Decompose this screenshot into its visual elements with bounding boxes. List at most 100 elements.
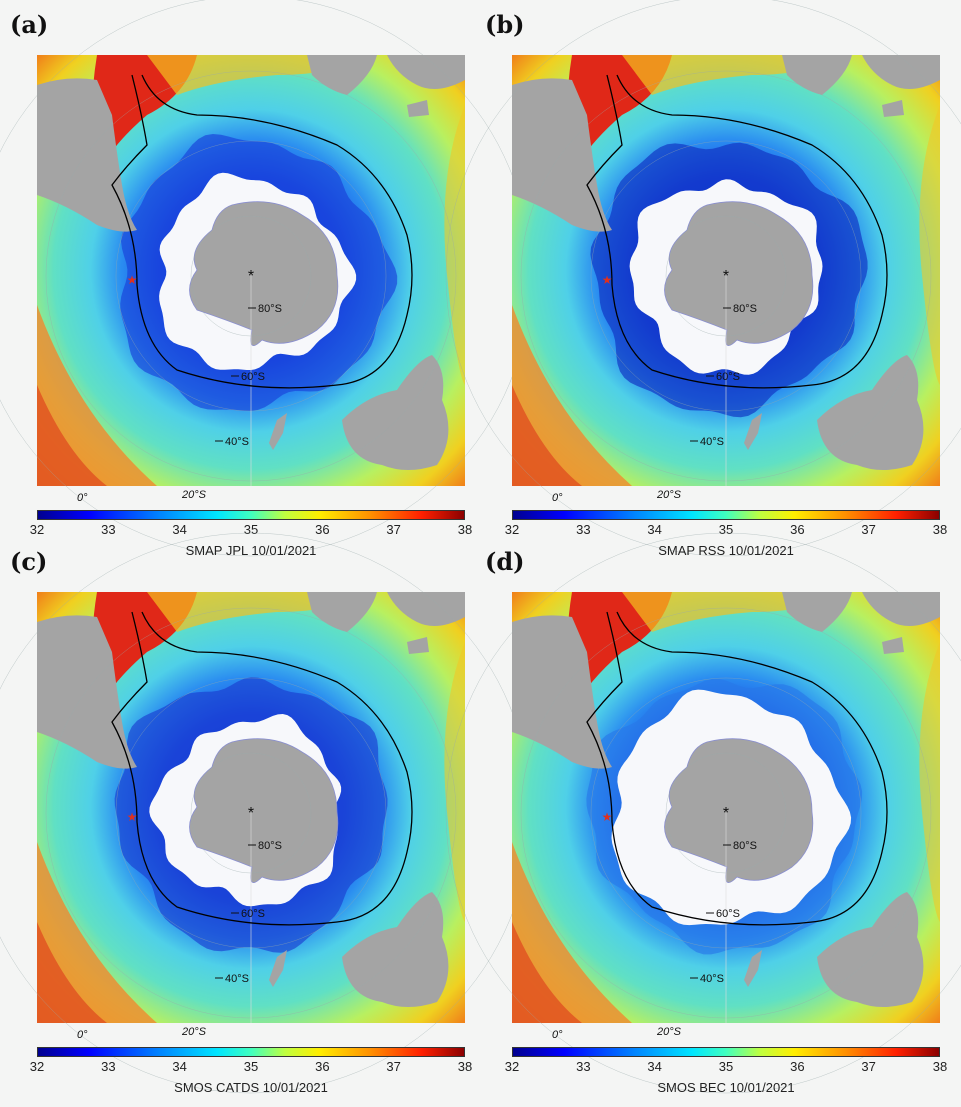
latitude-label: 60°S bbox=[241, 371, 265, 383]
map-panel-b: (b) ★ * 80°S 60°S 40°S 0° 20°S 32 33 34 35 36 37 38 … bbox=[445, 0, 961, 558]
australia-land bbox=[817, 892, 924, 1007]
latitude-label: 40°S bbox=[225, 973, 249, 985]
panel-letter: (c) bbox=[10, 547, 48, 576]
colorbar-tick: 37 bbox=[386, 1059, 401, 1074]
new-zealand-land bbox=[744, 950, 762, 987]
latitude-label: 40°S bbox=[700, 973, 724, 985]
colorbar-tick: 37 bbox=[386, 522, 401, 537]
land-top-right bbox=[387, 55, 465, 89]
africa-land bbox=[307, 55, 377, 95]
colorbar-tick: 32 bbox=[504, 1059, 520, 1074]
colorbar-tick: 36 bbox=[790, 1059, 805, 1074]
longitude-label: 0° bbox=[552, 492, 563, 504]
polar-front-line bbox=[111, 611, 413, 926]
colorbar-tick: 34 bbox=[647, 522, 662, 537]
salinity-map: ★ * 80°S 60°S 40°S 0° 20°S bbox=[445, 0, 961, 557]
colorbar-tick: 34 bbox=[647, 1059, 662, 1074]
australia-land bbox=[817, 355, 924, 470]
longitude-label: 0° bbox=[77, 1029, 88, 1041]
australia-land bbox=[342, 892, 449, 1007]
colorbar-tick: 33 bbox=[576, 1059, 591, 1074]
colorbar-tick: 37 bbox=[861, 1059, 876, 1074]
polar-map-svg: ★ * 80°S 60°S 40°S 0° 20°S bbox=[0, 532, 532, 1094]
graticule-circle bbox=[445, 532, 961, 1094]
salinity-map: ★ * 80°S 60°S 40°S 0° 20°S bbox=[445, 532, 961, 1094]
colorbar-tick: 34 bbox=[172, 1059, 187, 1074]
warm-band bbox=[444, 105, 465, 385]
colorbar-tick: 37 bbox=[861, 522, 876, 537]
colorbar-title: SMOS BEC 10/01/2021 bbox=[657, 1080, 795, 1095]
colorbar-title: SMAP RSS 10/01/2021 bbox=[658, 543, 794, 558]
new-zealand-land bbox=[744, 413, 762, 450]
latitude-label: 60°S bbox=[241, 908, 265, 920]
warm-band bbox=[444, 642, 465, 922]
colorbar-tick: 36 bbox=[790, 522, 805, 537]
panel-letter: (a) bbox=[10, 10, 49, 39]
station-marker: ★ bbox=[602, 273, 613, 287]
polar-front-line bbox=[586, 611, 888, 926]
south-pole-marker: * bbox=[248, 805, 254, 822]
colorbar: 32 33 34 35 36 37 38 SMAP JPL 10/01/2021 bbox=[30, 510, 472, 570]
colorbar-tick: 38 bbox=[932, 1059, 948, 1074]
longitude-label: 20°S bbox=[656, 489, 682, 501]
colorbar-gradient bbox=[512, 1047, 940, 1057]
colorbar-tick: 33 bbox=[101, 1059, 116, 1074]
polar-front-line bbox=[586, 74, 888, 389]
land-top-right bbox=[862, 55, 940, 89]
australia-land bbox=[342, 355, 449, 470]
colorbar: 32 33 34 35 36 37 38 SMAP RSS 10/01/2021 bbox=[505, 510, 947, 570]
colorbar-tick: 36 bbox=[315, 1059, 330, 1074]
africa-land bbox=[782, 592, 852, 632]
africa-land bbox=[307, 592, 377, 632]
latitude-label: 40°S bbox=[225, 436, 249, 448]
salinity-map: ★ * 80°S 60°S 40°S 0° 20°S bbox=[0, 532, 532, 1094]
panel-letter: (d) bbox=[485, 547, 525, 576]
colorbar-tick: 32 bbox=[504, 522, 520, 537]
south-america-land bbox=[37, 615, 137, 769]
polar-map-svg: ★ * 80°S 60°S 40°S 0° 20°S bbox=[445, 0, 961, 557]
warm-band bbox=[37, 385, 107, 486]
latitude-label: 80°S bbox=[258, 303, 282, 315]
colorbar: 32 33 34 35 36 37 38 SMOS CATDS 10/01/2021 bbox=[30, 1047, 472, 1107]
salinity-map: ★ * 80°S 60°S 40°S 0° 20°S bbox=[0, 0, 532, 557]
latitude-label: 60°S bbox=[716, 371, 740, 383]
polar-front-line bbox=[111, 74, 413, 389]
colorbar-gradient bbox=[512, 510, 940, 520]
longitude-label: 20°S bbox=[181, 489, 207, 501]
warm-band bbox=[919, 105, 940, 385]
map-panel-a: (a) ★ * 80°S 60°S 40°S 0° 20°S 32 33 34 35 36 37 38 … bbox=[0, 0, 532, 558]
island-land bbox=[882, 637, 904, 654]
new-zealand-land bbox=[269, 413, 287, 450]
warm-band bbox=[512, 842, 632, 1023]
warm-band bbox=[512, 385, 582, 486]
map-panel-d: (d) ★ * 80°S 60°S 40°S 0° 20°S 32 33 34 35 36 37 38 … bbox=[445, 532, 961, 1095]
warm-band bbox=[37, 922, 107, 1023]
colorbar-gradient bbox=[37, 510, 465, 520]
colorbar-tick: 35 bbox=[718, 522, 734, 537]
south-america-land bbox=[512, 615, 612, 769]
colorbar-tick: 32 bbox=[29, 1059, 45, 1074]
land-top-right bbox=[387, 592, 465, 626]
station-marker: ★ bbox=[602, 810, 613, 824]
station-marker: ★ bbox=[127, 810, 138, 824]
colorbar-tick: 35 bbox=[243, 1059, 259, 1074]
warm-band bbox=[919, 642, 940, 922]
warm-band bbox=[512, 922, 582, 1023]
colorbar-tick: 35 bbox=[243, 522, 259, 537]
latitude-label: 80°S bbox=[733, 840, 757, 852]
land-top-right bbox=[862, 592, 940, 626]
island-land bbox=[882, 100, 904, 117]
station-marker: ★ bbox=[127, 273, 138, 287]
colorbar-tick: 32 bbox=[29, 522, 45, 537]
colorbar-tick: 36 bbox=[315, 522, 330, 537]
colorbar-tick: 33 bbox=[101, 522, 116, 537]
new-zealand-land bbox=[269, 950, 287, 987]
colorbar: 32 33 34 35 36 37 38 SMOS BEC 10/01/2021 bbox=[505, 1047, 947, 1107]
south-america-land bbox=[512, 78, 612, 232]
island-land bbox=[407, 100, 429, 117]
panel-letter: (b) bbox=[485, 10, 525, 39]
colorbar-tick: 38 bbox=[457, 522, 473, 537]
colorbar-tick: 35 bbox=[718, 1059, 734, 1074]
map-panel-c: (c) ★ * 80°S 60°S 40°S 0° 20°S 32 33 34 35 36 37 38 … bbox=[0, 532, 532, 1095]
colorbar-gradient bbox=[37, 1047, 465, 1057]
